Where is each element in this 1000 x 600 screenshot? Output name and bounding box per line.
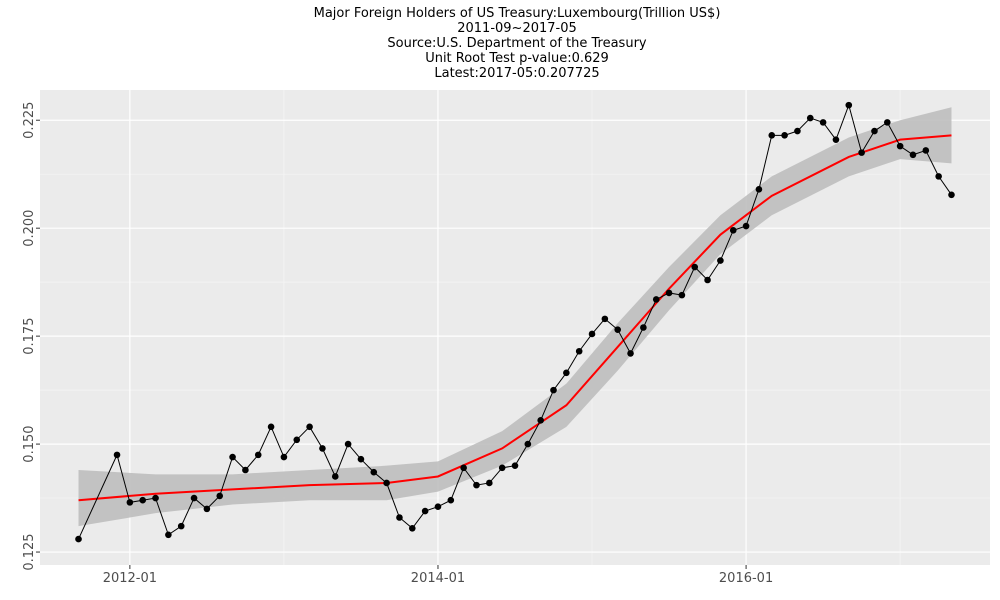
x-tick-label: 2012-01 xyxy=(103,571,157,586)
data-point xyxy=(203,505,211,513)
chart-subtitle: 2011-09~2017-05 xyxy=(457,21,577,36)
data-point xyxy=(806,114,814,122)
data-point xyxy=(370,468,378,476)
data-point xyxy=(601,315,609,323)
chart-title: Major Foreign Holders of US Treasury:Lux… xyxy=(314,6,721,21)
confidence-band xyxy=(78,107,952,527)
data-point xyxy=(909,151,917,159)
data-point xyxy=(729,227,737,234)
data-point xyxy=(408,524,416,532)
data-point xyxy=(627,350,634,357)
data-point xyxy=(383,479,390,487)
data-point xyxy=(434,503,442,511)
chart-subtitle: Source:U.S. Department of the Treasury xyxy=(387,36,647,51)
data-point xyxy=(794,127,801,135)
chart-subtitle: Unit Root Test p-value:0.629 xyxy=(425,51,609,66)
data-point xyxy=(742,222,750,230)
data-point xyxy=(871,127,878,135)
y-tick-label: 0.200 xyxy=(22,210,37,247)
data-point xyxy=(344,440,352,448)
data-point xyxy=(126,499,134,506)
data-point xyxy=(883,119,891,126)
data-point xyxy=(678,291,686,299)
data-point xyxy=(242,466,249,474)
data-point xyxy=(177,522,185,530)
smooth-line xyxy=(78,134,952,502)
data-point xyxy=(190,494,198,502)
data-point xyxy=(460,464,467,472)
data-point xyxy=(717,257,724,264)
data-point xyxy=(691,263,699,271)
data-point xyxy=(447,496,455,504)
data-point xyxy=(781,132,788,139)
data-point xyxy=(139,496,147,504)
data-point xyxy=(922,147,930,154)
y-tick-label: 0.125 xyxy=(22,533,37,570)
data-point xyxy=(819,119,827,126)
data-point xyxy=(293,436,301,444)
x-tick-label: 2016-01 xyxy=(719,571,773,586)
data-point xyxy=(832,136,840,143)
data-point xyxy=(575,347,583,355)
data-point xyxy=(319,445,326,452)
data-point xyxy=(421,507,429,515)
data-point xyxy=(755,186,763,193)
data-point xyxy=(267,423,275,431)
data-point xyxy=(845,101,853,109)
data-point xyxy=(75,535,82,543)
data-point xyxy=(640,324,647,331)
y-tick-label: 0.150 xyxy=(22,425,37,462)
data-point xyxy=(563,369,570,377)
y-tick-label: 0.175 xyxy=(22,318,37,355)
data-point xyxy=(396,514,403,521)
data-point xyxy=(113,451,121,459)
data-point xyxy=(511,462,519,469)
data-point xyxy=(165,531,172,539)
chart-subtitle: Latest:2017-05:0.207725 xyxy=(434,66,599,81)
data-point xyxy=(152,494,159,502)
data-point xyxy=(935,173,942,180)
data-point xyxy=(498,464,506,472)
data-point xyxy=(216,492,224,500)
data-point xyxy=(331,473,339,480)
data-point xyxy=(858,149,865,156)
data-point xyxy=(306,423,313,431)
x-tick-label: 2014-01 xyxy=(411,571,465,586)
data-point xyxy=(254,451,262,459)
data-point xyxy=(280,453,288,461)
data-point xyxy=(588,330,596,338)
data-point xyxy=(473,481,480,489)
data-point xyxy=(537,417,544,424)
data-point xyxy=(229,453,236,461)
data-point xyxy=(524,440,532,448)
data-point xyxy=(665,289,673,297)
data-point xyxy=(768,132,776,139)
data-point xyxy=(896,142,904,150)
data-point xyxy=(614,326,622,333)
y-tick-label: 0.225 xyxy=(22,102,37,139)
data-point xyxy=(357,455,365,463)
data-point xyxy=(704,276,711,284)
data-point xyxy=(550,386,557,394)
data-point xyxy=(486,479,493,487)
data-point xyxy=(652,296,660,303)
data-point xyxy=(948,191,955,199)
